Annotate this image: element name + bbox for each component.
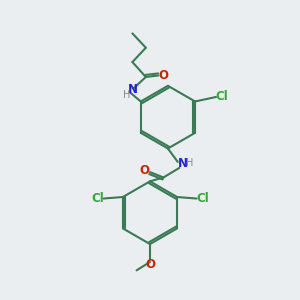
- Text: N: N: [178, 157, 188, 170]
- Text: H: H: [186, 158, 194, 167]
- Text: N: N: [128, 83, 138, 96]
- Text: O: O: [159, 69, 169, 82]
- Text: O: O: [145, 258, 155, 271]
- Text: Cl: Cl: [196, 192, 209, 205]
- Text: O: O: [140, 164, 150, 177]
- Text: Cl: Cl: [91, 192, 104, 205]
- Text: H: H: [123, 90, 131, 100]
- Text: Cl: Cl: [215, 90, 228, 103]
